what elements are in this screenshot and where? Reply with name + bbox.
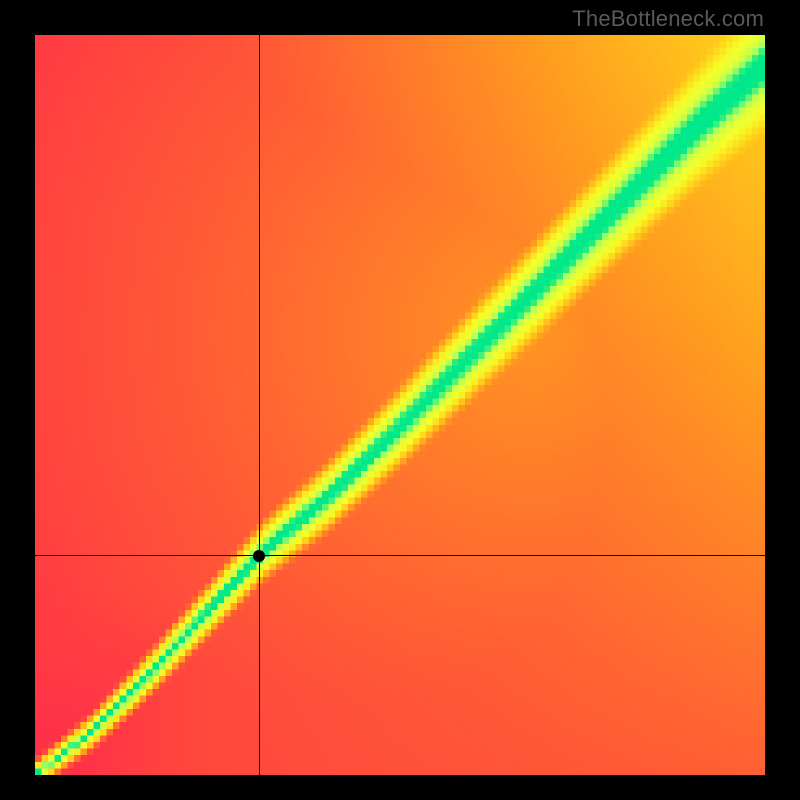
crosshair-horizontal [35, 555, 765, 556]
watermark-text: TheBottleneck.com [572, 6, 764, 32]
chart-frame: TheBottleneck.com [0, 0, 800, 800]
heatmap-canvas [35, 35, 765, 775]
crosshair-vertical [259, 35, 260, 775]
marker-dot [253, 550, 265, 562]
